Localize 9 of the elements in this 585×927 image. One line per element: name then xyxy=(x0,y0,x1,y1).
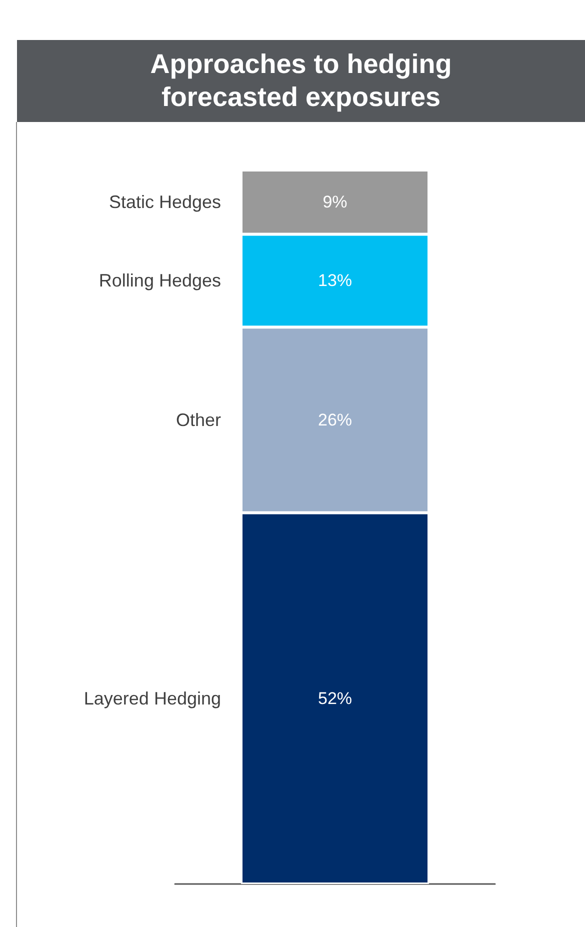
data-label: 9% xyxy=(322,192,348,212)
series-label: Layered Hedging xyxy=(84,688,221,708)
series-label: Rolling Hedges xyxy=(98,270,221,291)
data-label: 26% xyxy=(318,410,352,430)
data-label: 13% xyxy=(318,271,352,290)
series-label: Other xyxy=(176,410,221,430)
chart-title: Approaches to hedging forecasted exposures xyxy=(149,48,453,114)
series-label: Static Hedges xyxy=(108,192,221,212)
data-label: 52% xyxy=(318,688,352,708)
